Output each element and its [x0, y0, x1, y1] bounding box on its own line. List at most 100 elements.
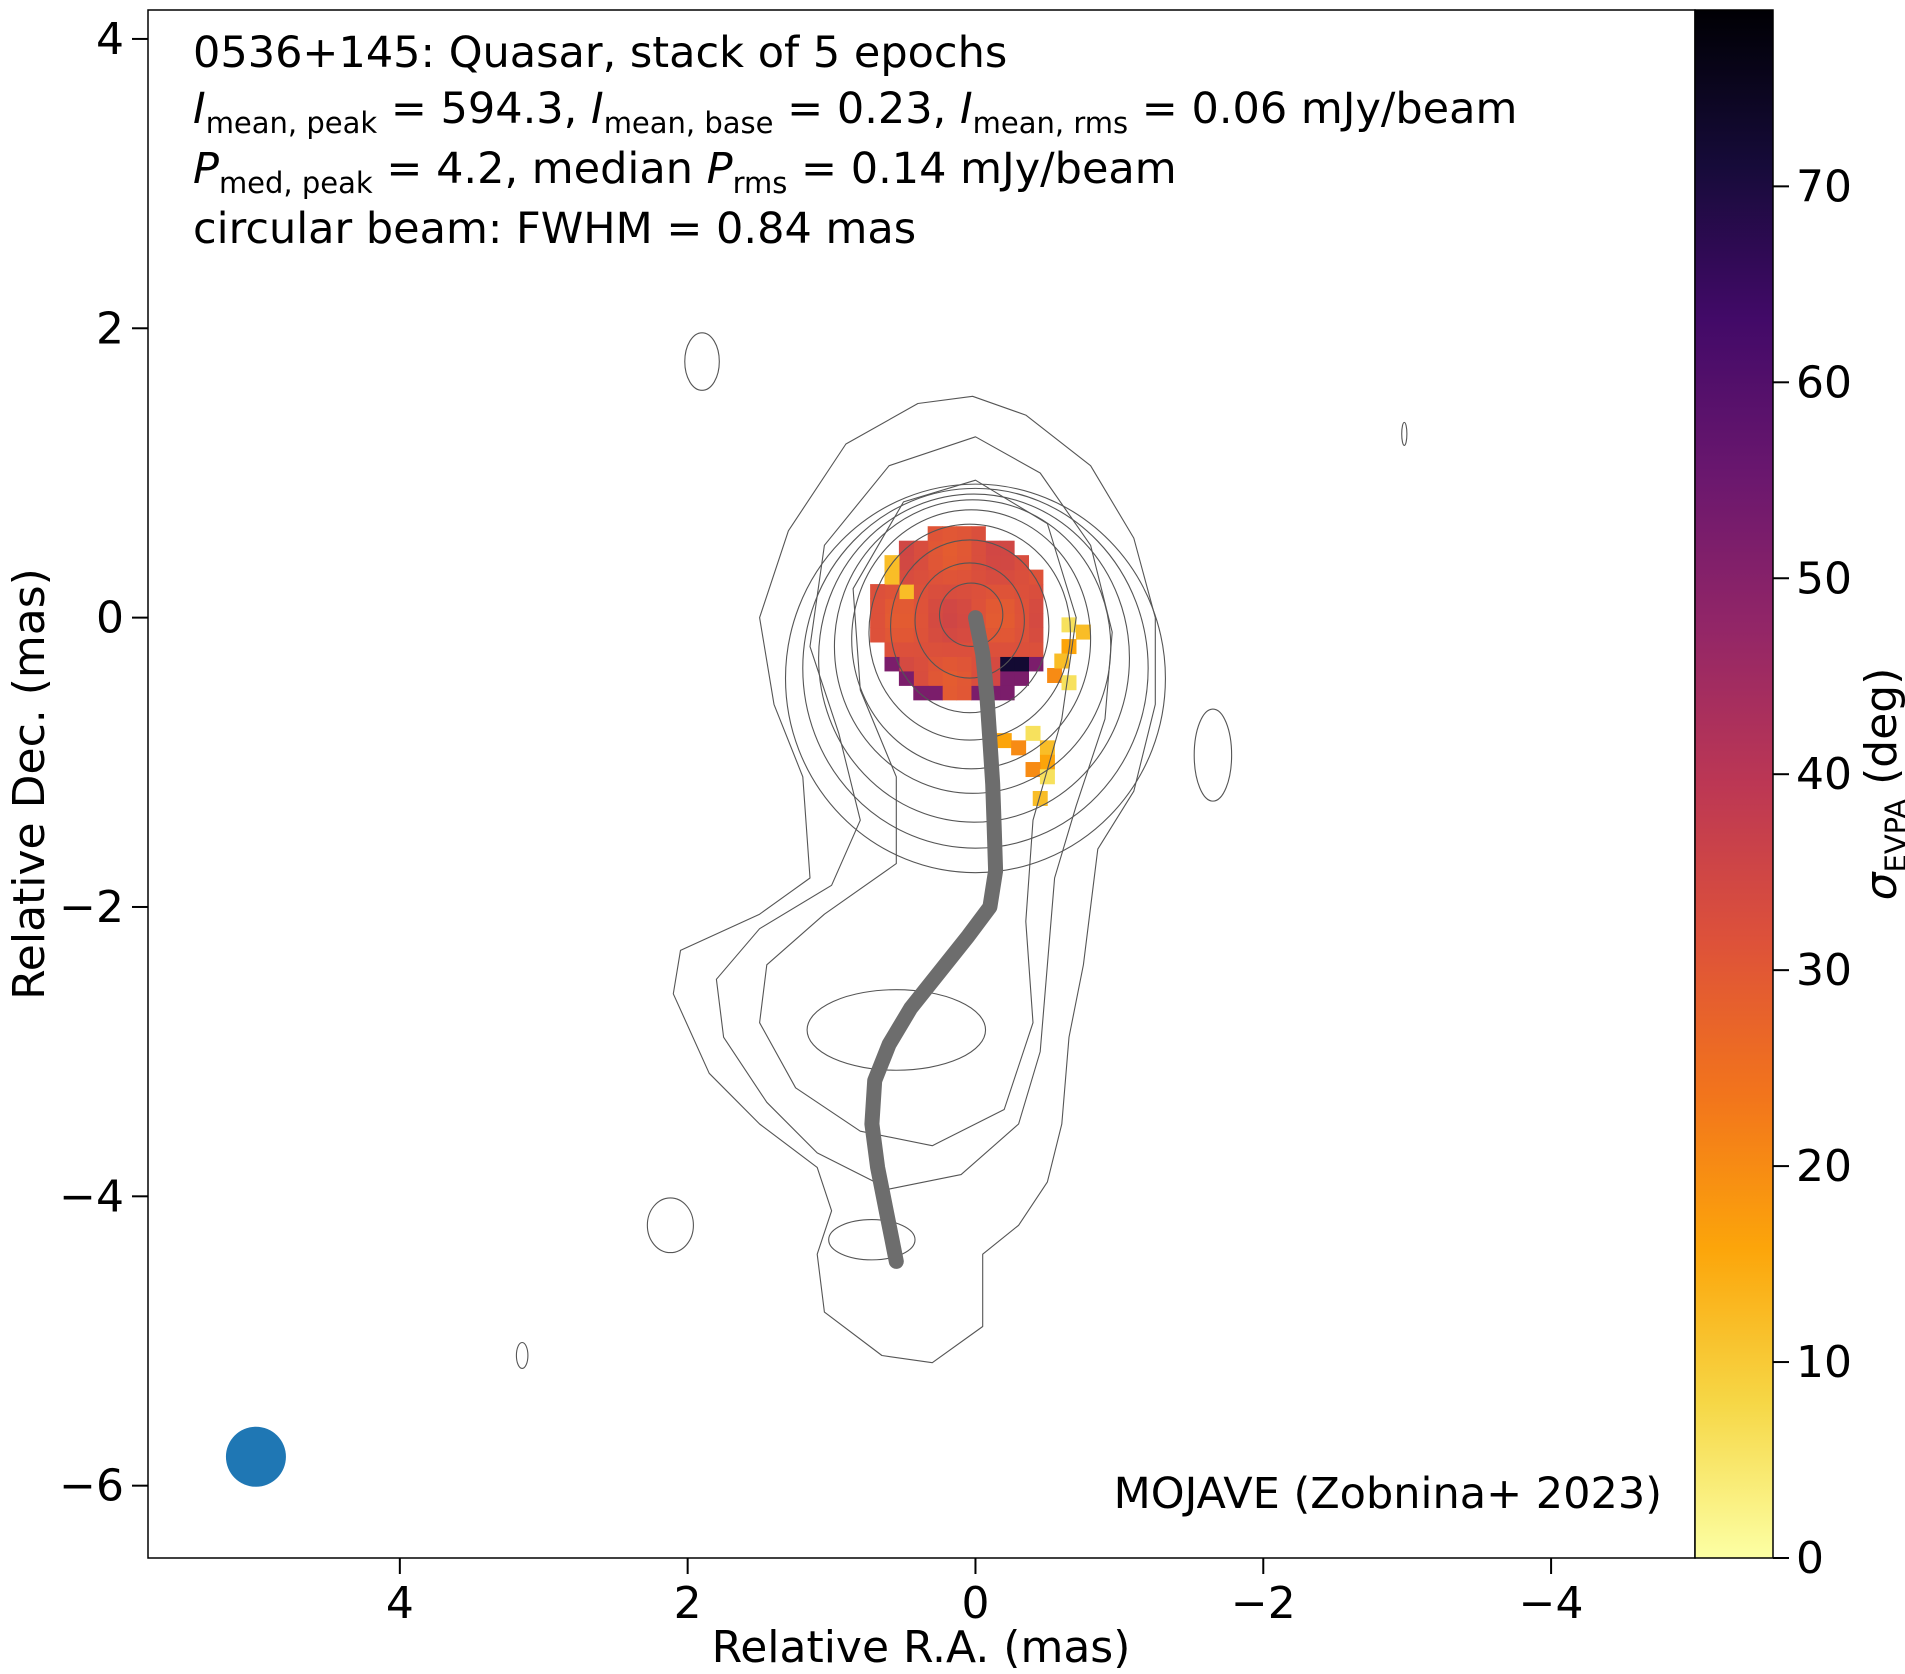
sigma-evpa-pixel [927, 685, 943, 701]
sigma-evpa-pixel [1014, 613, 1030, 629]
sigma-evpa-pixel [1032, 790, 1048, 806]
y-tick-label: −4 [59, 1171, 124, 1222]
sigma-evpa-pixel [884, 656, 900, 672]
intensity-contour [818, 493, 1130, 823]
title-line-1: 0536+145: Quasar, stack of 5 epochs [193, 28, 1007, 78]
colorbar-tick-label: 50 [1796, 553, 1852, 604]
sigma-evpa-pixel [1014, 569, 1030, 585]
sigma-evpa-pixel [884, 641, 900, 657]
colorbar-tick-label: 0 [1796, 1533, 1824, 1584]
sigma-evpa-pixel [956, 685, 972, 701]
colorbar-tick-label: 60 [1796, 357, 1852, 408]
sigma-evpa-pixel [1039, 754, 1055, 770]
sigma-evpa-pixel [913, 598, 929, 614]
sigma-evpa-pixel [927, 526, 943, 542]
sigma-evpa-pixel [942, 526, 958, 542]
sigma-evpa-pixel [913, 613, 929, 629]
intensity-contour [806, 989, 987, 1071]
intensity-contour-layer [515, 332, 1408, 1369]
sigma-evpa-pixel [956, 670, 972, 686]
sigma-evpa-pixel [1061, 617, 1077, 633]
sigma-evpa-pixel [898, 584, 914, 600]
x-tick-label: 0 [961, 1578, 989, 1629]
sigma-evpa-pixel [970, 569, 986, 585]
sigma-evpa-pixel [1047, 668, 1063, 683]
x-tick-label: −4 [1519, 1578, 1584, 1629]
sigma-evpa-pixel [1011, 740, 1027, 756]
intensity-contour [759, 479, 1077, 1147]
beam-circle [225, 1426, 286, 1487]
sigma-evpa-pixel [884, 598, 900, 614]
sigma-evpa-pixel [870, 584, 886, 600]
y-tick-label: 4 [96, 14, 124, 65]
sigma-evpa-pixel [1014, 555, 1030, 571]
sigma-evpa-pixel [942, 613, 958, 629]
jet-ridge-line [864, 610, 1004, 1269]
sigma-evpa-pixel [927, 584, 943, 600]
sigma-evpa-pixel [970, 555, 986, 571]
sigma-evpa-pixel [913, 569, 929, 585]
sigma-evpa-pixel [956, 656, 972, 672]
sigma-evpa-pixel [898, 613, 914, 629]
intensity-contour [515, 1341, 529, 1369]
sigma-evpa-pixel [927, 598, 943, 614]
y-axis-label: Relative Dec. (mas) [4, 568, 55, 1000]
sigma-evpa-pixel [870, 627, 886, 643]
intensity-contour [914, 562, 1025, 679]
sigma-evpa-pixel [898, 598, 914, 614]
sigma-evpa-pixel [927, 641, 943, 657]
intensity-contour [868, 523, 1071, 741]
jet-ridge-path [864, 610, 1004, 1269]
sigma-evpa-pixel [1014, 670, 1030, 686]
sigma-evpa-pixel [999, 627, 1015, 643]
sigma-evpa-pixel [970, 584, 986, 600]
colorbar-tick-label: 70 [1796, 161, 1852, 212]
intensity-contour [784, 483, 1166, 874]
sigma-evpa-pixel [913, 627, 929, 643]
sigma-evpa-pixel [898, 555, 914, 571]
sigma-evpa-pixel [927, 627, 943, 643]
sigma-evpa-pixel [1028, 641, 1044, 657]
intensity-contour [646, 1197, 694, 1254]
sigma-evpa-pixel [985, 598, 1001, 614]
sigma-evpa-pixel [1039, 769, 1055, 785]
sigma-evpa-pixel [870, 613, 886, 629]
intensity-contour [1401, 421, 1408, 446]
intensity-contour [851, 509, 1092, 770]
sigma-evpa-pixel [942, 598, 958, 614]
intensity-contour [715, 436, 1113, 1190]
sigma-evpa-pixel [956, 584, 972, 600]
sigma-evpa-pixel [942, 641, 958, 657]
intensity-contour [828, 1219, 916, 1261]
intensity-contour [938, 582, 1004, 647]
sigma-evpa-pixel [1014, 627, 1030, 643]
intensity-contour [1193, 708, 1233, 802]
sigma-evpa-pixel [927, 613, 943, 629]
sigma-evpa-pixel [999, 685, 1015, 701]
sigma-evpa-pixel [999, 613, 1015, 629]
sigma-evpa-pixel [913, 555, 929, 571]
sigma-evpa-pixel [970, 540, 986, 556]
y-tick-label: 2 [96, 303, 124, 354]
sigma-evpa-pixel [942, 685, 958, 701]
sigma-evpa-pixel [999, 598, 1015, 614]
x-tick-label: −2 [1231, 1578, 1296, 1629]
x-axis-ticks: 4 2 0 −2 −4 [386, 1558, 1584, 1629]
sigma-evpa-pixel [956, 598, 972, 614]
colorbar [1694, 9, 1774, 1559]
sigma-evpa-pixel [1014, 598, 1030, 614]
sigma-evpa-pixel [927, 670, 943, 686]
intensity-contour [833, 499, 1112, 794]
sigma-evpa-pixel [884, 627, 900, 643]
sigma-evpa-pixel [1061, 675, 1077, 691]
sigma-evpa-pixel [956, 526, 972, 542]
intensity-contour [890, 539, 1050, 714]
colorbar-ticks: 0 10 20 30 40 50 60 70 [1773, 161, 1852, 1584]
sigma-evpa-pixel [942, 555, 958, 571]
x-tick-label: 2 [674, 1578, 702, 1629]
sigma-evpa-pixel [1028, 598, 1044, 614]
sigma-evpa-pixel [884, 613, 900, 629]
sigma-evpa-pixel [898, 656, 914, 672]
sigma-evpa-pixel [956, 627, 972, 643]
